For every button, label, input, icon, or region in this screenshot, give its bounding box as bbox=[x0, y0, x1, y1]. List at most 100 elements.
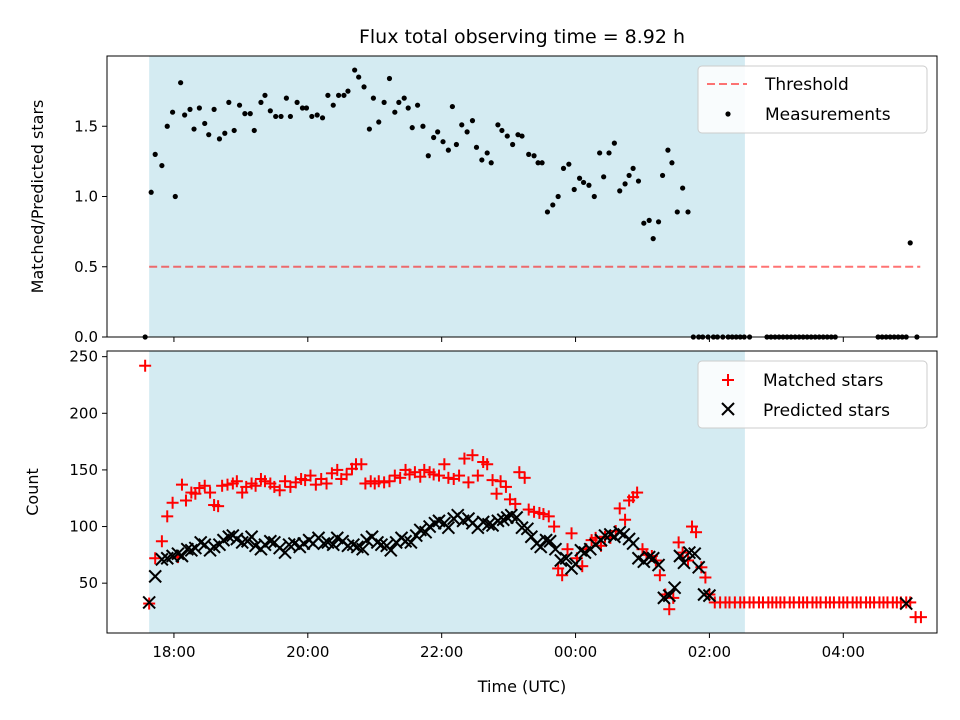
predicted-star-point bbox=[626, 536, 640, 551]
measurement-point bbox=[544, 209, 551, 215]
measurement-point bbox=[267, 108, 273, 114]
count-panel: 50 100 150 200 250 18:00 20:00 22:00 00:00 02:00… bbox=[23, 348, 938, 696]
measurement-point bbox=[330, 102, 336, 108]
measurement-point bbox=[196, 105, 202, 111]
predicted-star-point bbox=[384, 543, 398, 558]
predicted-star-point bbox=[509, 510, 524, 525]
measurement-point bbox=[550, 202, 556, 208]
measurement-point bbox=[907, 240, 913, 246]
predicted-star-point bbox=[899, 596, 913, 611]
measurement-point bbox=[611, 140, 617, 146]
matched-star-point bbox=[139, 359, 152, 372]
measurement-point bbox=[152, 151, 158, 157]
matched-star-point bbox=[258, 475, 271, 488]
predicted-star-point bbox=[646, 551, 660, 565]
predicted-star-point bbox=[326, 537, 340, 552]
measurement-point bbox=[560, 165, 567, 171]
measurement-point bbox=[591, 193, 597, 200]
predicted-star-point bbox=[441, 520, 456, 535]
predicted-star-point bbox=[404, 535, 418, 550]
observing-span-top bbox=[149, 56, 745, 337]
measurement-point bbox=[299, 105, 306, 111]
x-axis-label: Time (UTC) bbox=[477, 677, 566, 696]
measurement-point bbox=[606, 150, 612, 156]
predicted-star-point bbox=[355, 542, 370, 556]
predicted-star-point bbox=[548, 542, 563, 556]
measurement-point bbox=[479, 157, 485, 163]
measurement-point bbox=[414, 102, 421, 108]
predicted-star-point bbox=[697, 587, 711, 602]
bottom-y-axis-label: Count bbox=[23, 468, 42, 516]
measurement-point bbox=[361, 84, 367, 90]
predicted-star-point bbox=[235, 535, 249, 550]
measurement-point bbox=[251, 127, 257, 134]
top-y-ticks: 0.0 0.5 1.0 1.5 bbox=[74, 117, 107, 346]
measurement-point bbox=[345, 88, 351, 94]
matched-star-point bbox=[155, 535, 168, 548]
matched-star-point bbox=[378, 476, 391, 489]
top-legend-box bbox=[697, 65, 928, 134]
y-tick-label: 1.0 bbox=[74, 188, 98, 206]
x-tick-label: 22:00 bbox=[420, 643, 463, 661]
predicted-star-point bbox=[148, 569, 162, 584]
matched-star-point bbox=[433, 469, 445, 482]
measurement-point bbox=[314, 112, 320, 118]
measurement-point bbox=[435, 129, 441, 135]
measurement-point bbox=[187, 106, 193, 112]
measurement-point bbox=[440, 139, 446, 145]
y-tick-label: 250 bbox=[69, 348, 98, 366]
measurement-point bbox=[635, 178, 642, 184]
measurement-point bbox=[674, 209, 680, 215]
measurement-point bbox=[566, 161, 572, 167]
measurement-point bbox=[262, 92, 268, 98]
predicted-star-point bbox=[692, 560, 706, 575]
matched-star-point bbox=[230, 475, 243, 488]
matched-star-point bbox=[453, 469, 466, 482]
measurement-point bbox=[484, 150, 490, 156]
matched-star-point bbox=[548, 520, 561, 533]
y-tick-label: 150 bbox=[69, 461, 98, 479]
measurement-point bbox=[617, 188, 623, 194]
measurement-point bbox=[586, 182, 592, 188]
matched-star-point bbox=[161, 510, 174, 523]
predicted-star-point bbox=[175, 549, 189, 563]
measurement-point bbox=[287, 113, 294, 120]
bottom-axes-frame bbox=[106, 350, 938, 634]
matched-star-point bbox=[471, 469, 484, 482]
measurement-point bbox=[294, 99, 300, 105]
predicted-star-point bbox=[702, 588, 717, 603]
bottom-x-ticks: 18:00 20:00 22:00 00:00 02:00 04:00 bbox=[152, 633, 865, 661]
measurement-point bbox=[278, 113, 284, 120]
bottom-y-ticks: 50 100 150 200 250 bbox=[69, 348, 107, 592]
predicted-star-point bbox=[651, 558, 666, 572]
measurement-point bbox=[646, 217, 652, 223]
matched-star-point bbox=[149, 552, 162, 565]
x-tick-label: 00:00 bbox=[554, 643, 597, 661]
measurement-point bbox=[148, 189, 154, 195]
matched-star-point bbox=[481, 458, 494, 471]
matched-star-point bbox=[418, 463, 431, 476]
matched-star-point bbox=[518, 471, 531, 484]
matched-star-point bbox=[175, 478, 188, 491]
matched-star-point bbox=[522, 503, 535, 516]
bottom-legend: Matched stars Predicted stars bbox=[697, 360, 928, 429]
measurement-point bbox=[236, 102, 243, 108]
measurement-point bbox=[655, 219, 662, 225]
predicted-star-point bbox=[155, 552, 169, 567]
predicted-star-point bbox=[613, 525, 627, 539]
matched-star-point bbox=[394, 471, 407, 484]
measurement-point bbox=[392, 109, 398, 115]
matched-star-point bbox=[442, 471, 455, 484]
measurement-point bbox=[202, 120, 208, 127]
measurement-point bbox=[352, 67, 358, 73]
predicted-star-point bbox=[370, 535, 385, 550]
predicted-star-point bbox=[184, 543, 199, 558]
measurement-point bbox=[464, 129, 470, 135]
measurement-point bbox=[356, 74, 362, 80]
y-tick-label: 1.5 bbox=[74, 117, 98, 135]
matched-star-point bbox=[565, 527, 578, 540]
legend-measurements-label: Measurements bbox=[765, 105, 891, 125]
predicted-star-point bbox=[374, 537, 389, 552]
matched-star-point bbox=[561, 543, 574, 556]
predicted-star-point bbox=[282, 537, 296, 552]
